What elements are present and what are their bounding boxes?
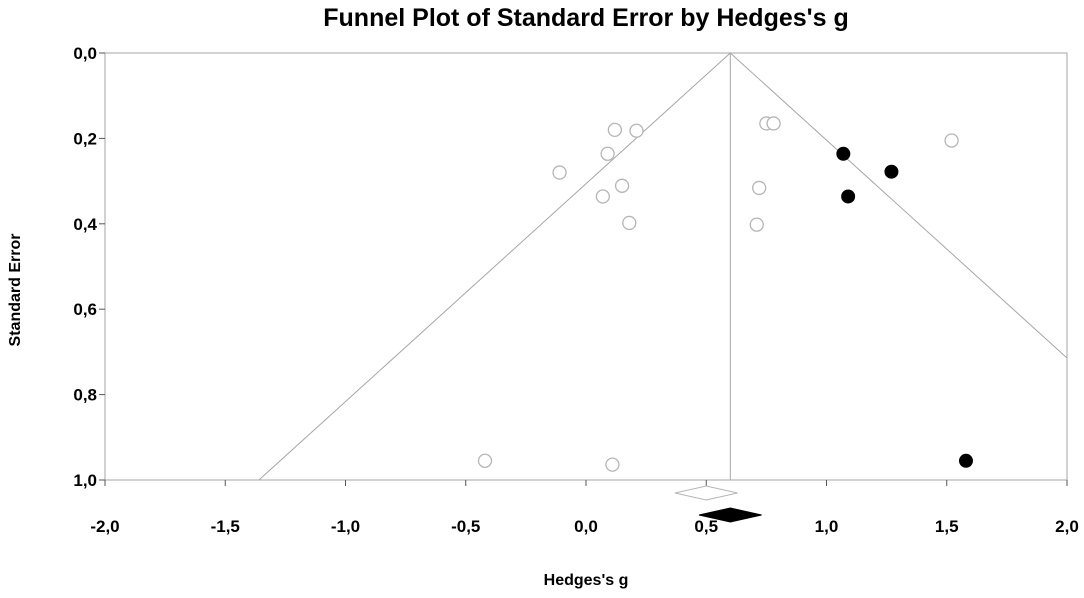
observed-study-point xyxy=(629,123,644,138)
y-axis: 0,0 0,2 0,4 0,6 0,8 1,0 xyxy=(73,44,105,490)
imputed-study-point xyxy=(836,146,851,161)
observed-study-point xyxy=(595,189,610,204)
funnel-lines xyxy=(258,52,1068,481)
y-tick-label: 0,4 xyxy=(73,215,97,234)
observed-study-point xyxy=(607,122,623,138)
imputed-study-point xyxy=(884,164,899,179)
y-axis-label: Standard Error xyxy=(7,234,24,347)
x-tick-label: -1,5 xyxy=(211,517,240,536)
study-points xyxy=(477,116,973,472)
x-axis: -2,0 -1,5 -1,0 -0,5 0,0 0,5 1,0 1,5 2,0 xyxy=(90,480,1079,536)
observed-study-point xyxy=(605,457,620,472)
x-tick-label: 0,5 xyxy=(694,517,718,536)
observed-study-point xyxy=(749,217,764,232)
x-tick-label: -1,0 xyxy=(331,517,360,536)
x-tick-label: -0,5 xyxy=(451,517,480,536)
x-tick-label: 1,0 xyxy=(815,517,839,536)
funnel-right-line xyxy=(729,52,1068,359)
observed-study-point xyxy=(766,116,781,131)
plot-area xyxy=(104,52,1068,481)
x-tick-label: 0,0 xyxy=(574,517,598,536)
adjusted-summary-diamond xyxy=(698,507,762,523)
x-tick-label: -2,0 xyxy=(90,517,119,536)
y-tick-label: 0,8 xyxy=(73,386,97,405)
observed-study-point xyxy=(622,215,637,231)
x-tick-label: 1,5 xyxy=(935,517,959,536)
observed-study-point xyxy=(614,178,630,193)
observed-study-point xyxy=(944,133,959,148)
observed-study-point xyxy=(552,165,567,180)
chart-title: Funnel Plot of Standard Error by Hedges'… xyxy=(323,4,848,32)
observed-summary-diamond xyxy=(674,485,738,501)
funnel-left-line xyxy=(258,52,731,481)
observed-study-point xyxy=(752,180,767,196)
x-tick-label: 2,0 xyxy=(1055,517,1079,536)
y-tick-label: 0,2 xyxy=(73,129,97,148)
y-tick-label: 0,6 xyxy=(73,300,97,319)
x-axis-label: Hedges's g xyxy=(544,572,629,589)
imputed-study-point xyxy=(841,189,856,204)
observed-study-point xyxy=(477,453,493,468)
imputed-study-point xyxy=(958,453,973,468)
y-tick-label: 1,0 xyxy=(73,471,97,490)
observed-study-point xyxy=(600,146,615,161)
summary-diamonds xyxy=(674,485,762,523)
y-tick-label: 0,0 xyxy=(73,44,97,63)
